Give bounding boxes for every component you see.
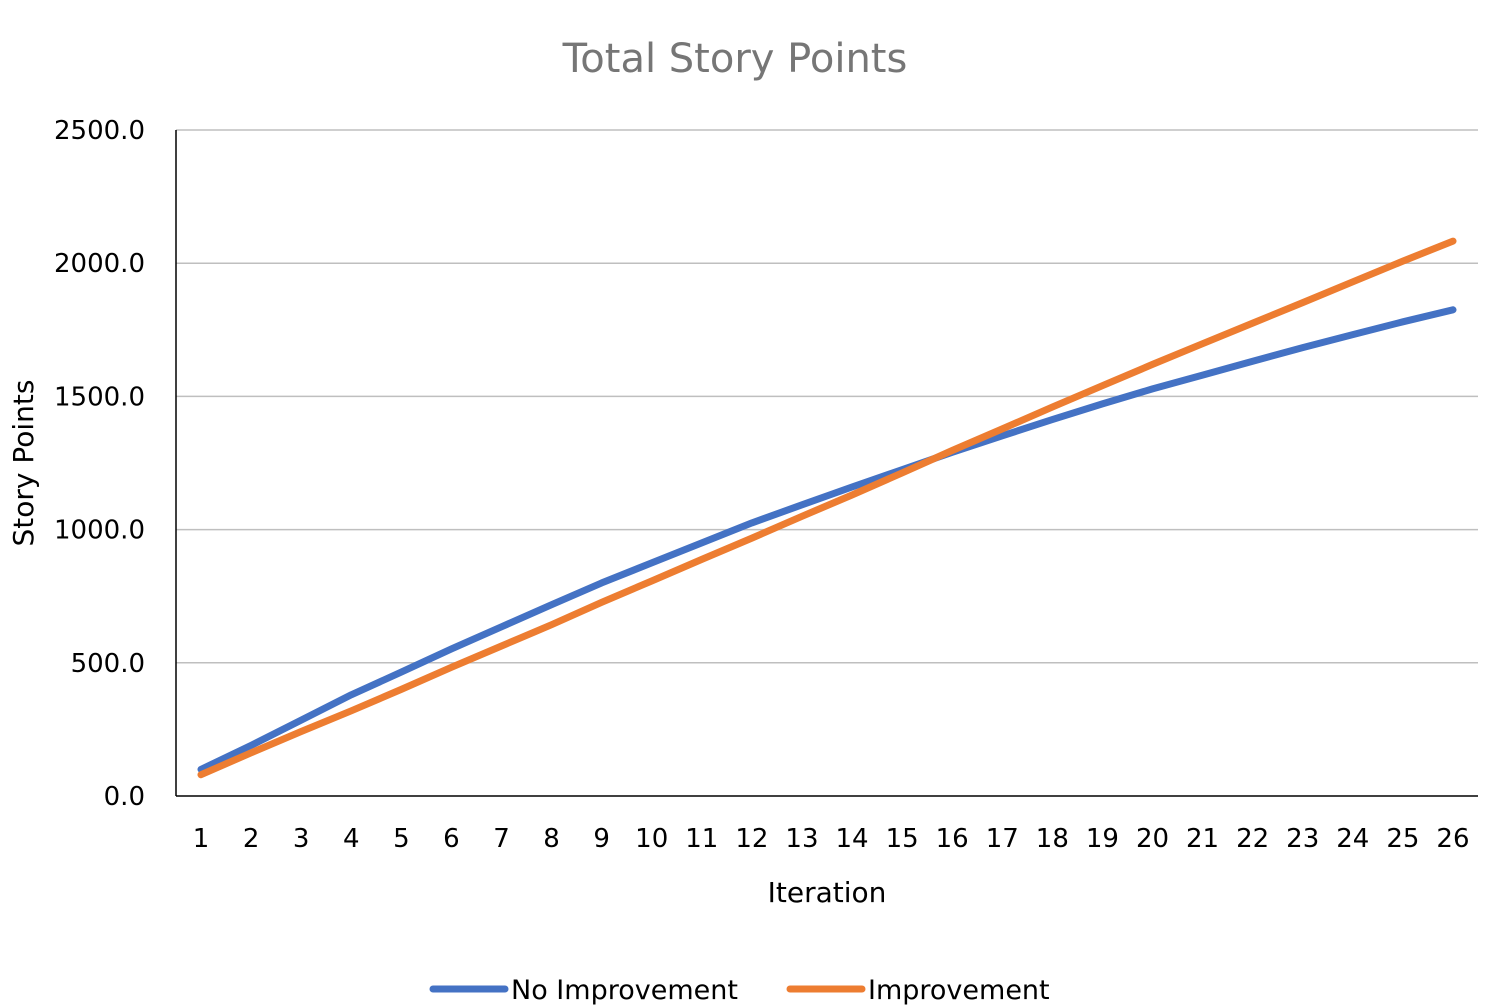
y-tick-label: 2000.0 (54, 249, 145, 279)
x-axis-title: Iteration (768, 876, 887, 909)
x-tick-label: 3 (293, 824, 310, 854)
x-tick-label: 9 (593, 824, 610, 854)
series-line-improvement (197, 237, 1457, 779)
x-tick-label: 21 (1186, 824, 1219, 854)
x-tick-label: 10 (635, 824, 668, 854)
y-tick-label: 1000.0 (54, 516, 145, 546)
x-tick-label: 13 (785, 824, 818, 854)
legend-label: Improvement (868, 975, 1050, 1006)
x-tick-label: 20 (1136, 824, 1169, 854)
y-tick-label: 0.0 (104, 782, 145, 812)
x-tick-label: 25 (1386, 824, 1419, 854)
x-tick-label: 12 (735, 824, 768, 854)
x-tick-label: 7 (493, 824, 510, 854)
x-tick-label: 24 (1336, 824, 1369, 854)
x-tick-label: 4 (343, 824, 360, 854)
x-tick-label: 15 (886, 824, 919, 854)
x-axis-ticks: 1 2 3 4 5 6 7 8 9 10 11 12 13 14 15 16 17 18 19 20 21 22 23 24 2… (193, 824, 1470, 854)
x-tick-label: 26 (1436, 824, 1469, 854)
x-tick-label: 23 (1286, 824, 1319, 854)
x-tick-label: 16 (936, 824, 969, 854)
legend: No Improvement Improvement (429, 975, 1050, 1006)
gridlines (176, 129, 1478, 664)
x-tick-label: 1 (193, 824, 210, 854)
y-tick-label: 2500.0 (54, 116, 145, 146)
x-tick-label: 22 (1236, 824, 1269, 854)
x-tick-label: 18 (1036, 824, 1069, 854)
x-tick-label: 2 (243, 824, 260, 854)
series-line-no-improvement (197, 306, 1457, 773)
x-tick-label: 19 (1086, 824, 1119, 854)
x-tick-label: 17 (986, 824, 1019, 854)
x-tick-label: 11 (685, 824, 718, 854)
x-tick-label: 5 (393, 824, 410, 854)
legend-label: No Improvement (511, 975, 738, 1006)
x-tick-label: 8 (543, 824, 560, 854)
y-tick-label: 1500.0 (54, 382, 145, 412)
y-axis-ticks: 0.0 500.0 1000.0 1500.0 2000.0 2500.0 (54, 116, 145, 812)
chart-title: Total Story Points (562, 36, 908, 82)
y-tick-label: 500.0 (71, 649, 145, 679)
x-tick-label: 14 (835, 824, 868, 854)
x-tick-label: 6 (443, 824, 460, 854)
series-lines (197, 237, 1457, 779)
y-axis-title: Story Points (7, 380, 40, 547)
